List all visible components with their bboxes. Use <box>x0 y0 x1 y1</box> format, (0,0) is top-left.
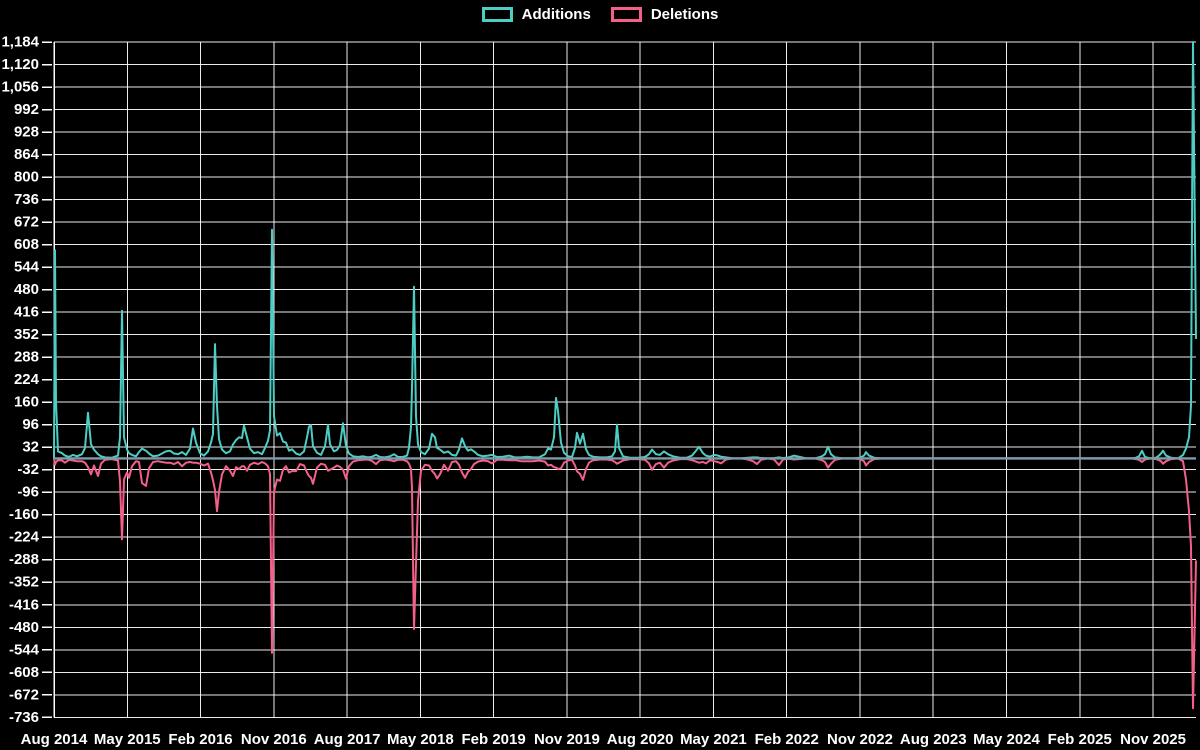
y-tick-label: -736 <box>9 709 39 726</box>
x-tick-label: Feb 2025 <box>1048 731 1112 748</box>
additions-legend-label: Additions <box>521 6 591 23</box>
deletions-line <box>53 457 1197 710</box>
x-tick-label: Aug 2014 <box>21 731 88 748</box>
x-tick-label: May 2021 <box>680 731 747 748</box>
y-tick-label: 736 <box>14 191 39 208</box>
x-tick-label: Feb 2016 <box>168 731 232 748</box>
additions-swatch <box>481 7 513 22</box>
y-tick-label: 800 <box>14 169 39 186</box>
v-gridlines <box>53 42 1154 718</box>
y-tick-labels: 1,184 1,120 1,056 992 928 864 800 736 672 608 544 4… <box>1 34 39 726</box>
y-tick-label: -32 <box>17 461 39 478</box>
y-tick-label: 1,120 <box>1 56 39 73</box>
additions-line <box>53 41 1197 460</box>
y-tick-label: 992 <box>14 101 39 118</box>
y-tick-label: 32 <box>22 439 39 456</box>
chart-legend: Additions Deletions <box>0 7 1200 22</box>
y-tick-label: -96 <box>17 484 39 501</box>
x-tick-labels: Aug 2014 May 2015 Feb 2016 Nov 2016 Aug 2017… <box>21 731 1186 748</box>
y-tick-label: -672 <box>9 686 39 703</box>
deletions-swatch <box>610 7 642 22</box>
y-tick-label: 672 <box>14 214 39 231</box>
y-tick-label: -352 <box>9 574 39 591</box>
y-tick-label: -416 <box>9 596 39 613</box>
y-tick-label: -544 <box>9 641 40 658</box>
y-tick-label: 160 <box>14 394 39 411</box>
legend-item-additions[interactable]: Additions <box>481 6 591 23</box>
y-tick-label: -288 <box>9 551 39 568</box>
x-tick-label: Feb 2022 <box>755 731 819 748</box>
x-tick-label: Nov 2022 <box>827 731 893 748</box>
x-tick-label: May 2018 <box>387 731 454 748</box>
y-tick-label: 480 <box>14 281 39 298</box>
y-tick-label: 224 <box>14 371 40 388</box>
deletions-legend-label: Deletions <box>650 6 719 23</box>
y-tick-label: 608 <box>14 236 39 253</box>
y-tick-label: -608 <box>9 664 39 681</box>
h-gridlines <box>54 41 1196 718</box>
x-tick-label: May 2024 <box>973 731 1040 748</box>
y-tick-label: 864 <box>14 146 40 163</box>
y-tick-label: 288 <box>14 349 39 366</box>
x-tick-label: Aug 2023 <box>900 731 967 748</box>
x-tick-label: Nov 2019 <box>534 731 600 748</box>
legend-item-deletions[interactable]: Deletions <box>610 6 719 23</box>
y-tick-label: 928 <box>14 124 39 141</box>
y-tick-label: -160 <box>9 506 39 523</box>
y-tick-label: -480 <box>9 619 39 636</box>
y-tick-label: 416 <box>14 304 39 321</box>
x-tick-label: Aug 2017 <box>314 731 381 748</box>
y-tick-label: -224 <box>9 529 40 546</box>
y-tick-marks <box>42 41 52 719</box>
y-tick-label: 1,184 <box>1 34 39 51</box>
x-tick-label: Nov 2016 <box>241 731 307 748</box>
x-tick-label: May 2015 <box>94 731 161 748</box>
y-tick-label: 544 <box>14 259 40 276</box>
x-tick-label: Nov 2025 <box>1120 731 1186 748</box>
x-tick-label: Feb 2019 <box>462 731 526 748</box>
x-tick-label: Aug 2020 <box>607 731 674 748</box>
y-tick-label: 352 <box>14 326 39 343</box>
y-tick-label: 1,056 <box>1 79 39 96</box>
y-tick-label: 96 <box>22 416 39 433</box>
